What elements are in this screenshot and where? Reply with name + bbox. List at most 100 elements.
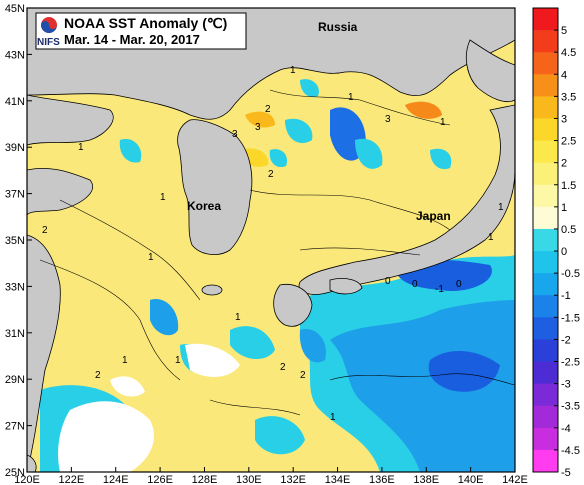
land-korea: [177, 119, 253, 255]
x-tick-label: 128E: [192, 474, 218, 485]
y-tick-label: 31N: [5, 328, 25, 340]
colorbar-label: -5: [561, 467, 571, 479]
y-tick-label: 39N: [5, 142, 25, 154]
contour-label: 2: [300, 370, 306, 381]
colorbar-segment: [533, 52, 558, 75]
colorbar-label: -3.5: [561, 401, 580, 413]
x-tick-label: 122E: [59, 474, 85, 485]
y-tick-label: 35N: [5, 235, 25, 247]
x-tick-label: 126E: [147, 474, 173, 485]
land-china-south: [27, 234, 61, 472]
x-tick-label: 132E: [280, 474, 306, 485]
colorbar-segment: [533, 273, 558, 296]
x-tick-label: 130E: [236, 474, 262, 485]
colorbar-label: 2: [561, 158, 567, 170]
colorbar-segment: [533, 449, 558, 473]
contour-label: 2: [265, 104, 271, 115]
y-tick-label: 33N: [5, 281, 25, 293]
x-tick-label: 136E: [369, 474, 395, 485]
contour-label: 1: [290, 65, 296, 76]
colorbar-label: 1: [561, 202, 567, 214]
contour-label: 3: [255, 122, 261, 133]
missing-data-2: [185, 343, 240, 377]
cool-patch-eastsea-2: [285, 118, 313, 144]
cool-patch-eastsea-6: [269, 149, 288, 168]
y-tick-label: 27N: [5, 421, 25, 433]
contour-lines: [39, 89, 515, 416]
label-korea: Korea: [187, 199, 221, 213]
warm-patch-3: [245, 111, 275, 128]
logo-text: NIFS: [37, 37, 60, 48]
colorbar-label: -2.5: [561, 357, 580, 369]
colorbar-label: 1.5: [561, 180, 576, 192]
colorbar-segment: [533, 295, 558, 318]
land-japan-kyushu: [273, 283, 313, 327]
cool-patch-yellowsea-2: [119, 139, 142, 163]
contour-label: 2: [268, 169, 274, 180]
land-jeju: [201, 284, 223, 296]
missing-data-1: [58, 401, 154, 472]
map-title: NOAA SST Anomaly (℃): [64, 15, 227, 31]
land-japan-shikoku: [329, 278, 363, 295]
contour-label: 1: [235, 312, 241, 323]
cool-patch-ecs-5: [299, 329, 326, 363]
colorbar-label: -1: [561, 290, 571, 302]
colorbar-label: 4: [561, 69, 567, 81]
land-liaoning: [27, 94, 114, 146]
colorbar-segment: [533, 383, 558, 407]
colorbar-label: 2.5: [561, 136, 576, 148]
contour-label: -1: [435, 284, 444, 295]
colorbar-label: 4.5: [561, 47, 576, 59]
contour-label: 0: [412, 279, 418, 290]
colorbar-label: 5: [561, 25, 567, 37]
colorbar-segment: [533, 206, 558, 230]
contour-label: 1: [440, 117, 446, 128]
colorbar-segment: [533, 118, 558, 142]
colorbar-label: -1.5: [561, 312, 580, 324]
y-axis: 45N 43N 41N 39N 37N 35N 33N 31N 29N 27N 25N: [5, 3, 32, 479]
contour-label: 1: [498, 202, 504, 213]
colorbar-label: -4.5: [561, 445, 580, 457]
colorbar-segment: [533, 361, 558, 385]
colorbar-segment: [533, 251, 558, 274]
contour-label: 1: [122, 355, 128, 366]
y-tick-label: 25N: [5, 467, 25, 479]
hot-patch-2: [405, 101, 442, 119]
colorbar-segment: [533, 405, 558, 429]
colorbar-segment: [533, 228, 558, 252]
colorbar-segment: [533, 140, 558, 164]
contour-label: 0: [385, 276, 391, 287]
contour-label: 1: [148, 252, 154, 263]
cool-patch-eastsea-3: [355, 138, 383, 169]
land-japan-honshu: [298, 104, 515, 295]
title-box: NIFS NOAA SST Anomaly (℃) Mar. 14 - Mar.…: [35, 12, 247, 50]
x-tick-label: 134E: [325, 474, 351, 485]
colorbar: 5 4.5 4 3.5 3 2.5 2 1.5 1 0.5 0 -0.5 -1 -1.5 -2 -2.5 -3 -…: [532, 7, 580, 479]
contour-label: 3: [385, 114, 391, 125]
contour-label: 1: [488, 232, 494, 243]
y-tick-label: 41N: [5, 96, 25, 108]
map-subtitle: Mar. 14 - Mar. 20, 2017: [64, 32, 200, 47]
colorbar-label: 0.5: [561, 224, 576, 236]
label-russia: Russia: [318, 20, 358, 34]
x-tick-label: 142E: [502, 474, 528, 485]
x-tick-label: 120E: [14, 474, 40, 485]
x-tick-label: 140E: [458, 474, 484, 485]
contour-label: 2: [280, 362, 286, 373]
colorbar-segment: [533, 427, 558, 451]
contour-label: 0: [456, 279, 462, 290]
contour-label: 1: [78, 142, 84, 153]
cool-patch-ecs-2: [230, 326, 275, 360]
land-japan-hokkaido: [465, 39, 515, 103]
y-tick-label: 37N: [5, 189, 25, 201]
taegeuk-emblem-icon: [41, 17, 57, 33]
colorbar-segment: [533, 8, 558, 31]
cool-patch-ecs-6: [255, 416, 305, 455]
colorbar-segment: [533, 339, 558, 363]
cold-region-pacific: [330, 300, 515, 472]
cool-patch-eastsea-5: [300, 79, 319, 98]
cold-patch-south: [428, 350, 500, 392]
colorbar-label: 0: [561, 246, 567, 258]
colorbar-label: -0.5: [561, 268, 580, 280]
